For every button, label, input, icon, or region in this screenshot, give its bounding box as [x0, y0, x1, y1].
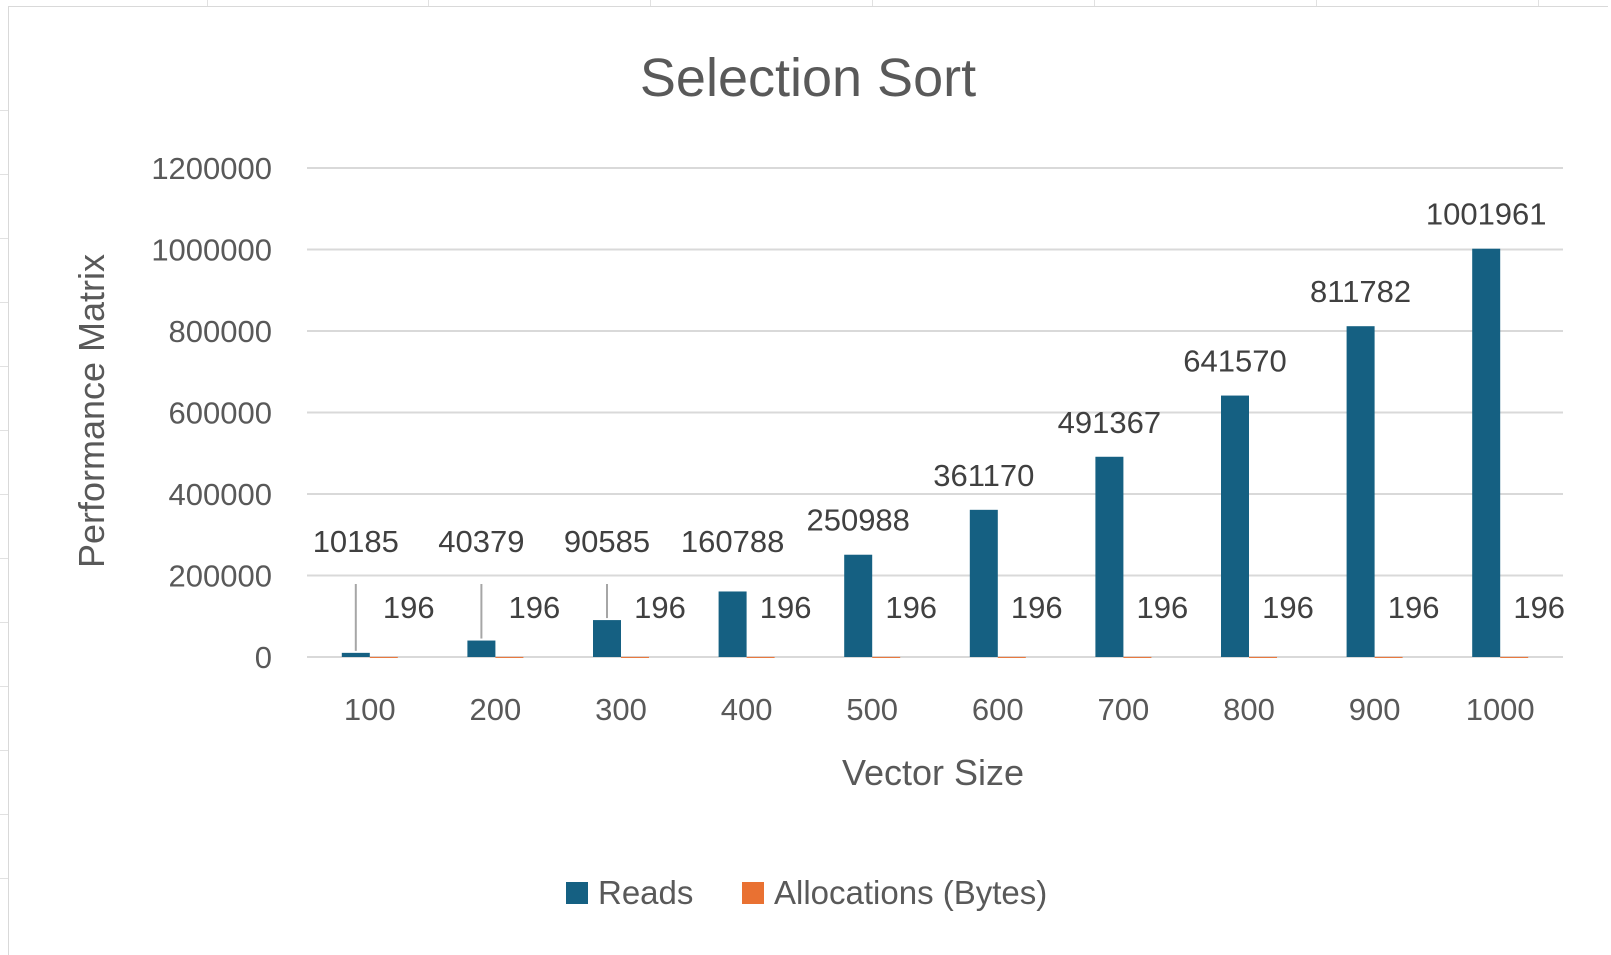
bar-reads[interactable] — [969, 509, 998, 657]
data-labels: 1018519640379196905851961607881962509881… — [313, 197, 1565, 625]
data-label-reads: 641570 — [1183, 344, 1286, 379]
sheet-row-line — [0, 814, 9, 815]
data-label-allocations: 196 — [1137, 590, 1189, 625]
bar-allocations[interactable] — [872, 656, 901, 658]
data-label-allocations: 196 — [760, 590, 812, 625]
sheet-row-line — [0, 558, 9, 559]
sheet-row-line — [0, 302, 9, 303]
legend-swatch — [742, 882, 764, 904]
y-tick-label: 800000 — [169, 314, 272, 349]
data-label-reads: 250988 — [806, 503, 909, 538]
sheet-column-line — [207, 0, 208, 6]
bar-reads[interactable] — [467, 640, 496, 657]
x-tick-label: 1000 — [1466, 692, 1535, 727]
legend-item[interactable]: Reads — [566, 874, 693, 911]
bar-reads[interactable] — [718, 591, 747, 657]
sheet-row-line — [0, 430, 9, 431]
sheet-row-line — [0, 174, 9, 175]
data-label-reads: 811782 — [1310, 274, 1411, 309]
x-tick-label: 700 — [1098, 692, 1150, 727]
bar-allocations[interactable] — [621, 656, 649, 658]
sheet-column-line — [1094, 0, 1095, 6]
x-axis-ticks: 100 200 300 400 500 600 700 800 900 1000 — [344, 692, 1535, 727]
x-axis-title: Vector Size — [842, 752, 1024, 793]
bar-reads[interactable] — [341, 652, 370, 657]
legend[interactable]: Reads Allocations (Bytes) — [566, 874, 1047, 911]
y-tick-label: 200000 — [169, 559, 272, 594]
x-tick-label: 400 — [721, 692, 773, 727]
data-label-reads: 160788 — [681, 524, 784, 559]
data-label-allocations: 196 — [634, 590, 686, 625]
y-axis-title: Performance Matrix — [71, 254, 112, 568]
legend-label: Reads — [598, 874, 693, 911]
bar-allocations[interactable] — [1500, 656, 1529, 658]
sheet-column-line — [1538, 0, 1539, 6]
bar-allocations[interactable] — [1249, 656, 1277, 658]
sheet-column-line — [428, 0, 429, 6]
bar-allocations[interactable] — [1374, 656, 1403, 658]
legend-label: Allocations (Bytes) — [774, 874, 1047, 911]
x-tick-label: 300 — [595, 692, 647, 727]
data-label-allocations: 196 — [383, 590, 435, 625]
data-label-allocations: 196 — [1513, 590, 1565, 625]
leader-lines — [354, 584, 608, 651]
bar-reads[interactable] — [1472, 248, 1501, 657]
sheet-column-line — [1316, 0, 1317, 6]
data-label-reads: 1001961 — [1426, 197, 1547, 232]
sheet-row-line — [0, 110, 9, 111]
data-label-reads: 40379 — [438, 524, 524, 559]
data-label-allocations: 196 — [1388, 590, 1440, 625]
legend-swatch — [566, 882, 588, 904]
bar-allocations[interactable] — [746, 656, 775, 658]
data-label-reads: 361170 — [933, 458, 1034, 493]
sheet-row-line — [0, 494, 9, 495]
y-tick-label: 400000 — [169, 477, 272, 512]
data-label-allocations: 196 — [1011, 590, 1063, 625]
x-tick-label: 500 — [846, 692, 898, 727]
bar-reads[interactable] — [1095, 456, 1124, 657]
bar-reads[interactable] — [844, 554, 873, 657]
sheet-row-line — [0, 622, 9, 623]
bar-reads[interactable] — [593, 620, 621, 657]
sheet-row-line — [0, 878, 9, 879]
bar-allocations[interactable] — [1123, 656, 1152, 658]
y-tick-label: 600000 — [169, 396, 272, 431]
legend-item[interactable]: Allocations (Bytes) — [742, 874, 1047, 911]
y-tick-label: 1200000 — [151, 151, 272, 186]
sheet-row-line — [0, 686, 9, 687]
data-label-allocations: 196 — [509, 590, 561, 625]
chart-title: Selection Sort — [640, 48, 976, 108]
chart-area[interactable] — [8, 6, 1608, 955]
bar-reads[interactable] — [1346, 326, 1375, 657]
x-tick-label: 800 — [1223, 692, 1275, 727]
x-tick-label: 100 — [344, 692, 396, 727]
bar-allocations[interactable] — [369, 656, 398, 658]
data-label-reads: 10185 — [313, 524, 399, 559]
sheet-column-line — [650, 0, 651, 6]
y-tick-label: 1000000 — [151, 233, 272, 268]
sheet-row-line — [0, 366, 9, 367]
x-tick-label: 900 — [1349, 692, 1401, 727]
bars — [341, 248, 1529, 658]
y-tick-label: 0 — [255, 640, 272, 675]
data-label-allocations: 196 — [885, 590, 937, 625]
data-label-allocations: 196 — [1262, 590, 1314, 625]
data-label-reads: 491367 — [1058, 405, 1161, 440]
sheet-row-line — [0, 750, 9, 751]
x-tick-label: 200 — [470, 692, 522, 727]
y-axis-ticks: 0 200000 400000 600000 800000 1000000 1200000 — [151, 151, 272, 675]
bar-allocations[interactable] — [495, 656, 524, 658]
data-label-reads: 90585 — [564, 524, 650, 559]
bar-allocations[interactable] — [997, 656, 1026, 658]
sheet-row-line — [0, 238, 9, 239]
sheet-column-line — [872, 0, 873, 6]
x-tick-label: 600 — [972, 692, 1024, 727]
bar-reads[interactable] — [1221, 395, 1249, 657]
